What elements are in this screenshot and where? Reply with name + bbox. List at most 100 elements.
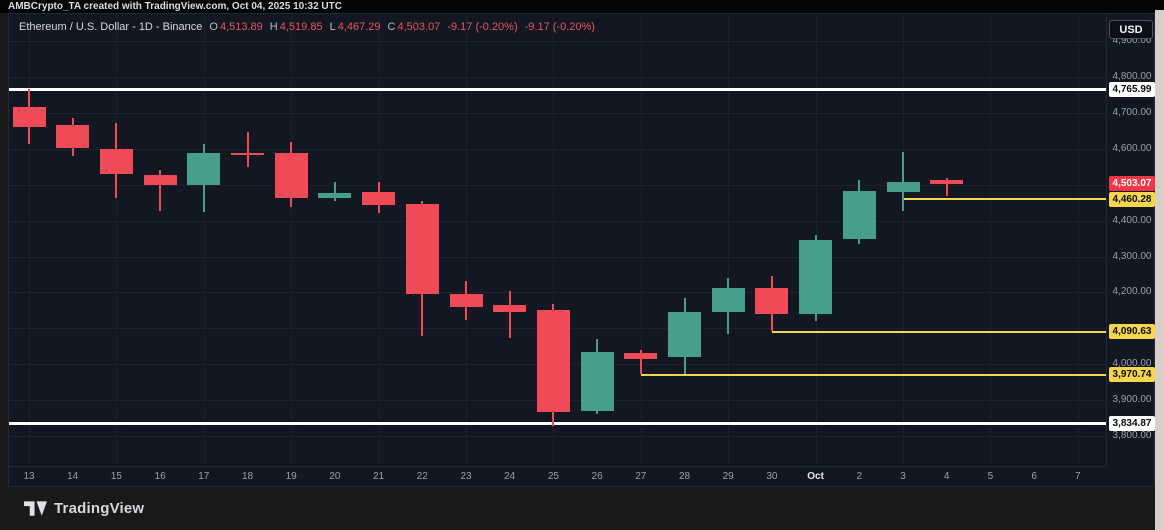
candle-body	[536, 310, 570, 412]
candle-body	[886, 181, 920, 192]
price-tick-label: 4,900.00	[1112, 35, 1152, 47]
close-value: 4,503.07	[397, 21, 441, 33]
vertical-gridline	[29, 14, 30, 466]
candle-body	[362, 191, 396, 205]
candle-body	[842, 190, 876, 239]
candle-body	[274, 153, 308, 198]
time-tick-label: 29	[722, 471, 734, 482]
time-tick-label: 24	[504, 471, 516, 482]
open-label: O	[209, 21, 218, 33]
vertical-gridline	[466, 14, 467, 466]
candle-body	[187, 153, 221, 186]
page-edge-stripe	[1155, 10, 1164, 530]
horizontal-gridline	[9, 41, 1106, 43]
time-tick-label: 20	[329, 471, 341, 482]
change-percent: -9.17 (-0.20%)	[524, 21, 595, 33]
price-level-line	[9, 87, 1106, 91]
time-tick-label: 2	[856, 471, 863, 482]
time-tick-label: 7	[1075, 471, 1081, 482]
price-badge-yellow: 4,090.63	[1109, 324, 1155, 340]
vertical-gridline	[291, 14, 293, 466]
candle-body	[405, 204, 439, 294]
time-tick-label: 18	[241, 471, 254, 482]
candle-body	[580, 351, 614, 412]
price-axis[interactable]: 4,900.00 4,800.00 4,700.00 4,600.00 4,400.00…	[1106, 14, 1156, 466]
tradingview-logo[interactable]: TradingView	[24, 500, 144, 517]
high-label: H	[269, 21, 278, 33]
time-tick-label: 30	[766, 471, 778, 482]
candle-wick	[945, 177, 948, 197]
time-tick-label: 13	[23, 471, 35, 482]
tradingview-icon	[24, 501, 47, 516]
change-value: -9.17 (-0.20%)	[447, 21, 518, 33]
low-value: 4,467.29	[337, 21, 381, 33]
plot-area[interactable]	[9, 14, 1106, 466]
price-tick-label: 4,800.00	[1112, 71, 1152, 83]
vertical-gridline	[116, 14, 118, 466]
symbol-title[interactable]: Ethereum / U.S. Dollar - 1D - Binance	[19, 21, 203, 33]
price-tick-label: 4,600.00	[1112, 142, 1152, 154]
candle-wick	[508, 290, 511, 338]
price-badge-white: 4,765.99	[1109, 81, 1155, 97]
vertical-gridline	[203, 14, 205, 466]
price-level-line	[9, 421, 1106, 425]
price-badge-yellow: 3,970.74	[1109, 367, 1155, 383]
candle-wick	[159, 170, 162, 211]
candle-body	[231, 153, 264, 156]
chart-legend: Ethereum / U.S. Dollar - 1D - Binance O …	[19, 21, 595, 37]
time-tick-label: 14	[67, 471, 79, 482]
price-tick-label: 4,300.00	[1112, 250, 1152, 262]
chart-container: 4,900.00 4,800.00 4,700.00 4,600.00 4,400.00…	[8, 13, 1155, 487]
vertical-gridline	[1077, 14, 1079, 466]
price-badge-yellow: 4,460.28	[1109, 191, 1155, 207]
time-tick-label: 16	[154, 471, 166, 482]
vertical-gridline	[990, 14, 992, 466]
horizontal-gridline	[9, 184, 1106, 186]
candle-body	[930, 179, 964, 184]
candle-body	[799, 240, 833, 314]
vertical-gridline	[640, 14, 642, 466]
candle-body	[711, 288, 745, 313]
candle-body	[624, 353, 658, 360]
time-tick-label: Oct	[807, 471, 824, 482]
candle-wick	[902, 152, 904, 211]
price-level-line	[640, 373, 1106, 376]
time-tick-label: 26	[591, 471, 603, 482]
price-tick-label: 4,700.00	[1112, 107, 1152, 118]
attribution-bar: AMBCrypto_TA created with TradingView.co…	[0, 0, 1164, 13]
candle-body	[99, 148, 133, 174]
currency-toggle-button[interactable]: USD	[1109, 20, 1153, 39]
time-tick-label: 3	[900, 471, 906, 482]
time-tick-label: 19	[285, 471, 297, 482]
time-tick-label: 6	[1031, 471, 1037, 482]
vertical-gridline	[903, 14, 904, 466]
horizontal-gridline	[9, 435, 1106, 437]
footer: TradingView	[0, 487, 1155, 530]
candle-body	[143, 175, 177, 186]
time-tick-label: 23	[460, 471, 472, 482]
time-axis[interactable]: 13 14 15 16 17 18 19 20 21 22 23 24 25 26 27 28 29 30 Oct 2…	[9, 466, 1106, 488]
horizontal-gridline	[9, 292, 1106, 294]
candle-body	[493, 304, 527, 313]
horizontal-gridline	[9, 148, 1106, 150]
candle-body	[318, 193, 352, 198]
vertical-gridline	[728, 14, 730, 466]
horizontal-gridline	[9, 77, 1106, 79]
candle-body	[755, 288, 789, 314]
price-tick-label: 4,400.00	[1112, 214, 1152, 226]
open-value: 4,513.89	[219, 21, 263, 33]
time-tick-label: 27	[635, 471, 647, 482]
horizontal-gridline	[9, 113, 1106, 114]
price-tick-label: 3,800.00	[1112, 429, 1152, 441]
candle-body	[12, 106, 46, 127]
time-tick-label: 15	[110, 471, 122, 482]
candle-body	[56, 124, 90, 149]
tradingview-logo-text: TradingView	[54, 500, 145, 517]
attribution-text: AMBCrypto_TA created with TradingView.co…	[8, 1, 342, 12]
time-tick-label: 5	[987, 471, 994, 482]
vertical-gridline	[553, 14, 555, 466]
candle-body	[668, 312, 701, 358]
candle-wick	[639, 350, 642, 375]
time-tick-label: 17	[198, 471, 210, 482]
high-value: 4,519.85	[279, 21, 323, 33]
